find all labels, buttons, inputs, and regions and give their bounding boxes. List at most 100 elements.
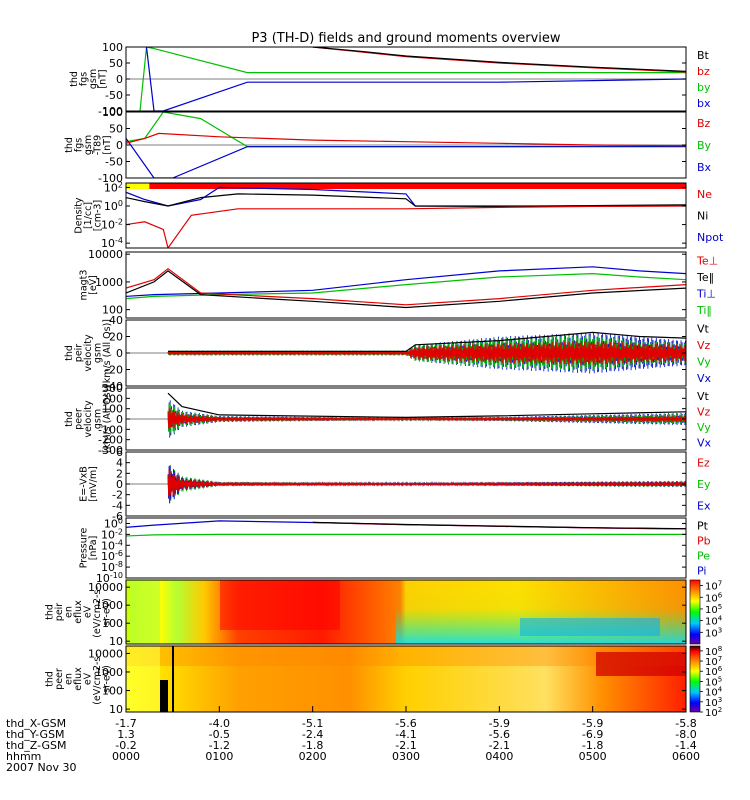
panel-peir-velocity-data: [126, 331, 686, 374]
spectrogram-peir-en-eflux-ylabel-line: en: [64, 606, 75, 618]
panel-fgs-gsm-ylabel-line: thd: [69, 71, 80, 87]
time-axis-row-label: 2007 Nov 30: [6, 761, 76, 774]
time-axis-y_gsm-label: -6.9: [582, 728, 603, 741]
time-axis-y_gsm-label: -8.0: [675, 728, 696, 741]
spectrogram-peer-en-eflux-ylabel-line: peer: [54, 668, 65, 690]
time-axis-row-label: thd_Y-GSM: [6, 728, 65, 741]
panel-magt3-legend-te‖: Te‖: [696, 271, 714, 284]
panel-e-field-tick-label: -2: [112, 489, 123, 502]
panel-magt3-ylabel-line: [eV]: [88, 275, 99, 295]
panel-fgs-gsm-t89-legend-bz: Bz: [697, 117, 711, 130]
spectrogram-peer-en-eflux-ylabel-line: en: [64, 673, 75, 685]
spectrogram-peir-early-band: [130, 580, 160, 644]
panel-fgs-gsm-t89-ylabel-line: gsm: [83, 135, 94, 155]
panel-density-trace: [126, 205, 686, 248]
panel-fgs-gsm-t89-trace: [126, 138, 686, 178]
panel-peer-velocity-tick-label: -300: [98, 444, 123, 457]
time-axis-x_gsm-label: -5.9: [489, 717, 510, 730]
panel-peir-velocity-legend-vx: Vx: [697, 372, 712, 385]
time-axis-x_gsm-label: -5.1: [302, 717, 323, 730]
time-axis-z_gsm-label: -1.2: [209, 739, 230, 752]
panel-peer-velocity-ylabel-line: thd: [64, 411, 75, 427]
panel-peer-velocity-legend-vz: Vz: [697, 405, 711, 418]
panel-fgs-gsm-t89-legend-by: By: [697, 139, 712, 152]
panel-e-field-ylabel-line: E=-VxB: [78, 466, 89, 501]
time-axis-x_gsm-label: -5.6: [395, 717, 416, 730]
panel-fgs-gsm-ylabel-line: gsm: [88, 69, 99, 89]
panel-magt3-tick-label: 1000: [95, 276, 123, 289]
panel-fgs-gsm-tick-label: -100: [98, 105, 123, 118]
panel-peer-velocity-ylabel-line: peer: [74, 408, 85, 430]
panel-peer-velocity-tick-label: 200: [102, 392, 123, 405]
panel-e-field-data: [126, 464, 686, 504]
panel-magt3-legend-ti⊥: Ti⊥: [696, 287, 716, 300]
panel-pressure-data: [126, 520, 686, 537]
panel-density-status-bar: [149, 183, 687, 189]
panel-peir-velocity-legend-vy: Vy: [697, 355, 711, 368]
panel-pressure-legend-pb: Pb: [697, 535, 711, 548]
spectrogram-peer-en-eflux-colorbar-label: 102: [705, 706, 722, 719]
spectrogram-peer-en-eflux-tick-label: 1000: [95, 666, 123, 679]
panel-peir-velocity-tick-label: -40: [105, 380, 123, 393]
panel-e-field-noise-trace: [167, 469, 686, 499]
panel-peer-velocity-tick-label: 0: [116, 413, 123, 426]
panel-fgs-gsm-t89-tick-label: 100: [102, 106, 123, 119]
panel-fgs-gsm-t89-ylabel-line: fgs: [74, 138, 85, 152]
spectrogram-peer-en-eflux-ylabel-line: (eV/cm2-s-: [92, 653, 103, 705]
panel-fgs-gsm-t89-data: [126, 112, 686, 178]
spectrogram-peir-en-eflux-ylabel-line: eflux: [73, 600, 84, 624]
panel-fgs-gsm-legend-bt: Bt: [697, 49, 710, 62]
panel-density-legend-ni: Ni: [697, 210, 708, 223]
panel-magt3-trace: [126, 272, 686, 300]
panel-density-ylabel-line: Density: [74, 197, 85, 233]
time-axis-y_gsm-label: -2.4: [302, 728, 323, 741]
spectrogram-peer-en-eflux-tick-label: 10: [109, 703, 123, 716]
panel-peer-velocity-ylabel-line: gsm: [93, 409, 104, 429]
panel-density-ylabel-line: [cm-3]: [93, 200, 104, 231]
spectrogram-peer-early-band: [126, 646, 160, 712]
spectrogram-peer-en-eflux-ylabel-line: sr-eV): [102, 665, 113, 693]
spectrogram-peir-en-eflux-colorbar-label: 103: [705, 626, 722, 639]
time-axis-row-label: thd_X-GSM: [6, 717, 66, 730]
panel-peer-velocity-ylabel-line: [km/s (All Qs)]: [102, 385, 113, 453]
spectrogram-peir-en-eflux-tick-label: 10000: [88, 581, 123, 594]
panel-density-ylabel: Density[1/cc][cm-3]: [74, 197, 104, 233]
panel-fgs-gsm-t89-ylabel-line: -T89: [93, 135, 104, 155]
panel-e-field-tick-label: -4: [112, 499, 123, 512]
time-axis-time_ticks-label: 0300: [392, 750, 420, 763]
panel-fgs-gsm-legend-by: by: [697, 81, 711, 94]
spectrogram-peir-en-eflux-ylabel-line: (eV/cm2-s-: [92, 586, 103, 638]
time-axis-y_gsm-label: -5.6: [489, 728, 510, 741]
time-axis: -1.7 -4.0 -5.1 -5.6 -5.9 -5.9 -5.81.3 -0.5 -2.4-…: [6, 706, 700, 774]
panel-fgs-gsm-legend-bx: bx: [697, 97, 711, 110]
panel-density-trace: [126, 193, 686, 208]
panel-fgs-gsm-t89-legend-bx: Bx: [697, 161, 712, 174]
panel-pressure-frame: [125, 517, 687, 579]
panel-magt3-legend-ti‖: Ti‖: [696, 304, 712, 317]
panel-density-tick-label: 100: [104, 199, 123, 214]
panel-e-field-ylabel-line: [mV/m]: [88, 466, 99, 502]
panel-peer-velocity-noise-trace: [167, 407, 686, 431]
panel-magt3: 10000 1000 100 Te⊥ Te‖ Ti⊥ Ti‖: [88, 248, 718, 319]
panel-fgs-gsm: 100 50 0 -50 -100 Bt bz by bx: [98, 41, 711, 118]
time-axis-time_ticks-label: 0500: [579, 750, 607, 763]
panel-fgs-gsm-t89-tick-label: -100: [98, 172, 123, 185]
panel-fgs-gsm-t89-ylabel-line: [nT]: [102, 135, 113, 154]
panel-fgs-gsm-t89: 100 50 0 -50 -100 Bz By Bx: [98, 106, 712, 185]
panel-fgs-gsm-trace: [145, 47, 686, 111]
spectrogram-peer-en-eflux-ylabel-line: thd: [45, 671, 56, 687]
time-axis-y_gsm-label: -4.1: [395, 728, 416, 741]
time-axis-y_gsm-label: -0.5: [209, 728, 230, 741]
spectrogram-peir-en-eflux-tick-label: 1000: [95, 599, 123, 612]
panel-peer-velocity-legend-vx: Vx: [697, 436, 712, 449]
panel-magt3-frame: [125, 251, 687, 319]
spectrogram-peer-gap: [160, 680, 168, 712]
panel-fgs-gsm-tick-label: 50: [109, 57, 123, 70]
panel-magt3-tick-label: 10000: [88, 248, 123, 261]
spectrogram-peir-en-eflux-ylabel-line: eV: [83, 605, 94, 618]
